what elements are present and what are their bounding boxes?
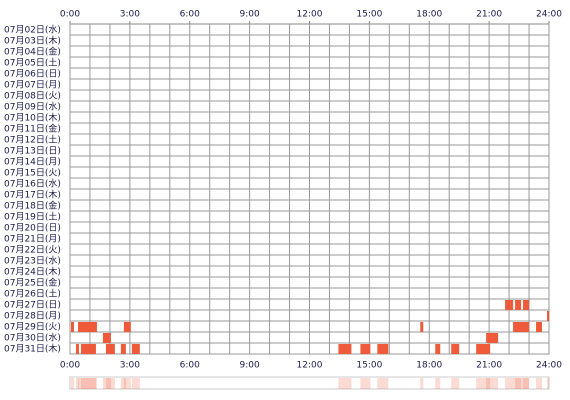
overview-segment: [476, 378, 491, 389]
activity-segment: [360, 344, 371, 354]
x-tick-label: 12:00: [297, 10, 323, 20]
x-tick-label: 6:00: [180, 10, 200, 20]
activity-segment: [377, 344, 389, 354]
activity-segment: [102, 333, 111, 343]
activity-segment: [476, 344, 491, 354]
x-tick-label: 24:00: [536, 10, 562, 20]
overview-segment: [123, 378, 131, 389]
row-label: 07月31日(木): [4, 343, 61, 355]
x-tick-label: 9:00: [240, 10, 260, 20]
row-label: 07月30日(水): [4, 332, 61, 344]
row-label: 07月10日(木): [4, 112, 61, 124]
row-label: 07月26日(土): [4, 288, 61, 300]
x-tick-label-bottom: 18:00: [416, 361, 442, 371]
activity-segment: [547, 311, 549, 321]
activity-segment: [486, 333, 499, 343]
overview-segment: [70, 378, 74, 389]
overview-segment: [80, 378, 96, 389]
row-label: 07月04日(金): [4, 46, 61, 58]
overview-segment: [338, 378, 352, 389]
row-label: 07月25日(金): [4, 277, 61, 289]
x-tick-label-bottom: 15:00: [356, 361, 382, 371]
overview-segment: [536, 378, 543, 389]
row-label: 07月14日(月): [4, 157, 61, 168]
x-tick-label-bottom: 9:00: [240, 361, 260, 371]
overview-segment: [515, 378, 522, 389]
x-tick-label: 0:00: [60, 10, 80, 20]
x-tick-label-bottom: 21:00: [476, 361, 502, 371]
activity-segment: [435, 344, 441, 354]
row-label: 07月22日(火): [4, 245, 61, 256]
activity-segment: [338, 344, 352, 354]
row-label: 07月02日(水): [4, 24, 61, 36]
activity-segment: [120, 344, 126, 354]
x-tick-label: 18:00: [416, 10, 442, 20]
row-label: 07月13日(日): [4, 146, 61, 157]
activity-segment: [523, 300, 530, 310]
overview-segment: [435, 378, 441, 389]
activity-segment: [70, 322, 74, 332]
activity-segment: [536, 322, 543, 332]
activity-segment: [80, 344, 96, 354]
overview-segment: [77, 378, 97, 389]
overview-segment: [451, 378, 460, 389]
x-tick-label: 21:00: [476, 10, 502, 20]
x-tick-label-bottom: 24:00: [536, 361, 562, 371]
activity-segment: [77, 322, 97, 332]
activity-segment: [131, 344, 140, 354]
overview-segment: [105, 378, 115, 389]
overview-strip: [69, 376, 550, 390]
activity-segment: [515, 300, 522, 310]
row-label: 07月16日(水): [4, 178, 61, 190]
row-label: 07月05日(土): [4, 57, 61, 69]
overview-segment: [513, 378, 530, 389]
activity-segment: [451, 344, 460, 354]
overview-segment: [505, 378, 514, 389]
row-label: 07月23日(水): [4, 255, 61, 267]
row-label: 07月27日(日): [4, 300, 61, 311]
row-label: 07月12日(土): [4, 134, 61, 146]
overview-segment: [120, 378, 126, 389]
row-label: 07月24日(木): [4, 266, 61, 278]
row-label: 07月07日(月): [4, 80, 61, 91]
x-tick-label-bottom: 12:00: [297, 361, 323, 371]
overview-segment: [360, 378, 371, 389]
overview-segment: [486, 378, 499, 389]
x-tick-label: 15:00: [356, 10, 382, 20]
overview-segment: [377, 378, 389, 389]
row-label: 07月15日(火): [4, 168, 61, 179]
row-label: 07月19日(土): [4, 211, 61, 223]
row-label: 07月09日(水): [4, 101, 61, 113]
x-tick-label-bottom: 6:00: [180, 361, 200, 371]
row-label: 07月20日(日): [4, 223, 61, 234]
activity-segment: [105, 344, 115, 354]
overview-segment: [547, 378, 549, 389]
row-label: 07月21日(月): [4, 234, 61, 245]
x-tick-label-bottom: 0:00: [60, 361, 80, 371]
row-label: 07月29日(火): [4, 322, 61, 333]
overview-segment: [420, 378, 424, 389]
activity-segment: [420, 322, 424, 332]
row-label: 07月18日(金): [4, 200, 61, 212]
overview-segment: [75, 378, 79, 389]
row-label: 07月28日(月): [4, 311, 61, 322]
overview-segment: [102, 378, 111, 389]
overview-segment: [523, 378, 530, 389]
row-label: 07月17日(木): [4, 189, 61, 201]
row-label: 07月03日(木): [4, 35, 61, 47]
activity-segment: [505, 300, 514, 310]
row-label: 07月08日(火): [4, 91, 61, 102]
row-label: 07月06日(日): [4, 69, 61, 80]
x-tick-label-bottom: 3:00: [120, 361, 140, 371]
row-label: 07月11日(金): [4, 123, 61, 135]
activity-segment: [75, 344, 79, 354]
activity-segment: [513, 322, 530, 332]
x-tick-label: 3:00: [120, 10, 140, 20]
activity-segment: [123, 322, 131, 332]
overview-segment: [131, 378, 140, 389]
